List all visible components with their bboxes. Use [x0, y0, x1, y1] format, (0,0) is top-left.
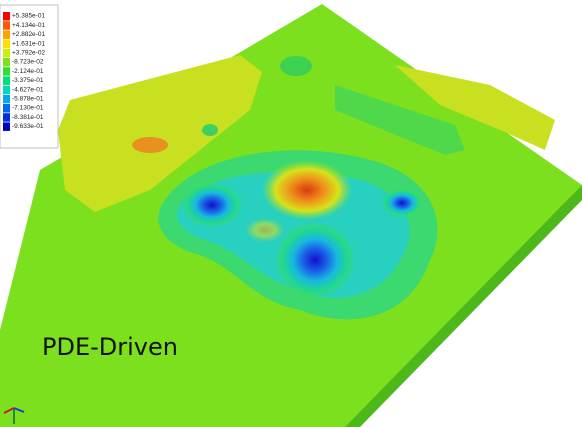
legend-label: +1.631e-01 [12, 40, 45, 47]
legend-swatch [3, 12, 10, 21]
legend-label: +2.882e-01 [12, 31, 45, 38]
legend-label: -5.878e-01 [12, 96, 44, 103]
legend-label: -3.375e-01 [12, 77, 44, 84]
bump [202, 124, 218, 136]
cold-spot [382, 189, 422, 217]
legend-swatch [3, 48, 10, 58]
legend-swatch [3, 85, 10, 95]
legend-label: -7.130e-01 [12, 105, 44, 112]
hot-spot [262, 160, 352, 220]
legend-swatch [3, 122, 10, 131]
ridge [335, 85, 465, 155]
legend-swatch [3, 21, 10, 30]
legend-label: -9.633e-01 [12, 123, 44, 130]
bump [280, 56, 312, 76]
legend: +5.385e-01 +4.134e-01 +2.882e-01 +1.631e-01… [0, 4, 59, 149]
legend-label: +4.134e-01 [12, 22, 45, 29]
strip-left [58, 55, 262, 212]
legend-swatch [3, 39, 10, 49]
legend-swatch [3, 58, 10, 67]
cold-spot [182, 183, 242, 227]
legend-swatch [3, 67, 10, 76]
legend-swatch [3, 94, 10, 104]
caption: PDE-Driven [42, 333, 178, 361]
legend-label: +3.792e-02 [12, 50, 45, 57]
legend-swatch [3, 76, 10, 85]
axis-triad [3, 407, 25, 424]
legend-label: -4.627e-01 [12, 86, 44, 93]
legend-label: +5.385e-01 [12, 13, 45, 20]
cold-spot [275, 222, 355, 298]
legend-label: -8.381e-01 [12, 114, 44, 121]
legend-label: -2.124e-01 [12, 68, 44, 75]
legend-label: -8.723e-02 [12, 59, 44, 66]
legend-swatch [3, 104, 10, 113]
warm-spot [245, 218, 285, 242]
strip-right [395, 65, 555, 150]
legend-swatch [3, 30, 10, 39]
hot-spot [132, 137, 168, 153]
legend-swatch [3, 113, 10, 122]
